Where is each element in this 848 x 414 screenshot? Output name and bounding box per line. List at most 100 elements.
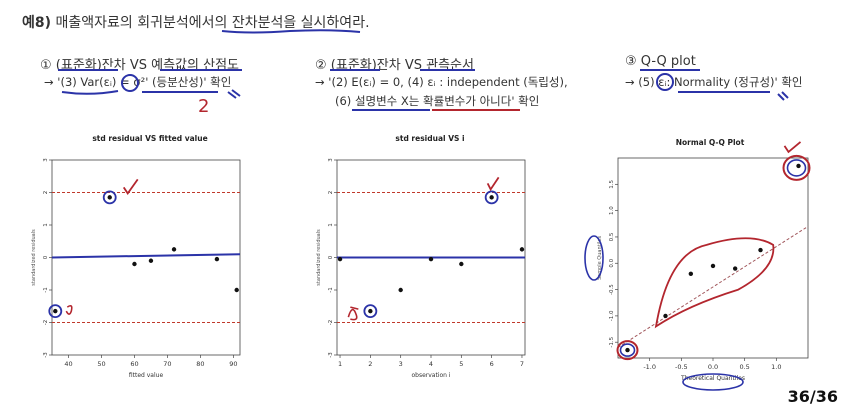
y-tick-label: 0.0 xyxy=(609,258,615,267)
y-axis-label: Sample Quantiles xyxy=(597,236,603,280)
x-tick-label: 60 xyxy=(130,360,138,368)
x-tick-label: 80 xyxy=(196,360,204,368)
data-point xyxy=(234,287,239,293)
section1-line1: → '(3) Var(εᵢ) = σ²' (등분산성)' 확인 xyxy=(44,75,232,89)
annotation-circle xyxy=(682,373,744,391)
y-tick-label: 2 xyxy=(43,191,49,195)
handwritten-2: 2 xyxy=(198,96,210,117)
annotation-circle xyxy=(616,340,639,361)
x-tick-label: 0.5 xyxy=(739,363,749,371)
y-tick-label: 1 xyxy=(328,223,334,227)
y-tick-label: 1.0 xyxy=(609,206,615,215)
qq-reference-line xyxy=(617,225,809,348)
plot1-title: std residual VS fitted value xyxy=(92,134,208,143)
x-tick-label: 70 xyxy=(163,360,171,368)
data-point xyxy=(337,256,343,262)
y-tick-label: 3 xyxy=(328,158,334,162)
check-mark xyxy=(783,141,802,154)
y-axis-label: standardized residuals xyxy=(31,229,37,286)
data-point xyxy=(107,195,112,200)
data-point xyxy=(625,347,630,353)
x-tick-label: 2 xyxy=(368,360,372,368)
y-tick-label: -1.5 xyxy=(609,336,615,347)
data-point xyxy=(148,258,154,263)
plot2-residual-vs-order: 1 2 3 4 5 6 7 -3 -2 -1 0 1 2 3 observation i standardiz… xyxy=(316,158,526,379)
data-point xyxy=(428,256,434,262)
y-tick-label: -3 xyxy=(43,352,49,358)
annotation-circle xyxy=(48,304,63,319)
x-tick-label: 1.0 xyxy=(771,363,781,371)
annotation-circle xyxy=(584,235,604,281)
y-tick-label: -0.5 xyxy=(609,284,615,295)
y-tick-label: 1.5 xyxy=(609,179,615,188)
y-tick-label: -1 xyxy=(43,287,49,292)
x-axis-label: Theoretical Quantiles xyxy=(680,375,745,382)
section2-title: ② (표준화)잔차 VS 관측순서 xyxy=(315,58,474,73)
data-point xyxy=(732,266,738,271)
page-number: 36/36 xyxy=(787,387,838,406)
data-point xyxy=(459,261,464,267)
plot1-residual-vs-fitted: 40 50 60 70 80 90 -3 -2 -1 0 1 2 3 fitted value standa… xyxy=(31,158,241,379)
y-tick-label: -1.0 xyxy=(609,310,615,321)
y-tick-label: -2 xyxy=(43,320,49,325)
data-point xyxy=(710,263,716,269)
plot2-title: std residual VS i xyxy=(395,134,465,143)
data-point xyxy=(796,163,801,169)
x-tick-label: 90 xyxy=(229,360,237,368)
x-tick-label: 50 xyxy=(97,360,105,368)
x-tick-label: -0.5 xyxy=(675,363,688,371)
check-mark xyxy=(122,178,139,195)
data-point xyxy=(489,195,494,200)
x-tick-label: 1 xyxy=(338,360,342,368)
data-point xyxy=(214,256,220,262)
fit-line xyxy=(51,253,241,259)
handwritten-mark xyxy=(347,306,359,321)
annotation-circle xyxy=(102,190,117,205)
data-point xyxy=(53,308,58,314)
x-tick-label: 5 xyxy=(459,360,463,368)
y-tick-label: 0 xyxy=(328,255,334,259)
y-tick-label: 1 xyxy=(43,223,49,227)
annotation-loop xyxy=(654,237,775,329)
annotation-circle xyxy=(363,304,378,319)
data-point xyxy=(519,247,525,252)
x-tick-label: 40 xyxy=(64,360,72,368)
x-tick-label: 7 xyxy=(520,360,524,368)
handwritten-mark xyxy=(65,305,73,315)
problem-heading: 예8) 매출액자료의 회귀분석에서의 잔차분석을 실시하여라. xyxy=(22,12,370,32)
x-tick-label: 6 xyxy=(490,360,494,368)
y-tick-label: 2 xyxy=(328,191,334,195)
data-point xyxy=(398,287,403,293)
plot-frame xyxy=(617,157,809,359)
section2-line2: (6) 설명변수 X는 확률변수가 아니다' 확인 xyxy=(335,94,540,108)
annotation-circle xyxy=(484,190,499,205)
section2-line1: → '(2) E(εᵢ) = 0, (4) εᵢ : independent (… xyxy=(315,75,568,89)
problem-number: 예8) xyxy=(22,15,52,31)
data-point xyxy=(171,247,177,252)
data-point xyxy=(132,261,137,267)
y-tick-label: 3 xyxy=(43,158,49,162)
y-tick-label: -2 xyxy=(328,320,334,325)
annotation-circle xyxy=(782,154,811,181)
x-tick-label: 4 xyxy=(429,360,433,368)
y-tick-label: -1 xyxy=(328,287,334,292)
y-tick-label: 0.5 xyxy=(609,232,615,241)
annotation-circle xyxy=(786,159,807,177)
data-point xyxy=(758,247,763,253)
plot3-qq-plot: -1.0 -0.5 0.0 0.5 1.0 -1.5 -1.0 -0.5 0.0 0.5 1.0 1.… xyxy=(584,141,811,391)
section1-title: ① (표준화)잔차 VS 예측값의 산점도 xyxy=(40,58,239,73)
y-tick-label: 0 xyxy=(43,255,49,259)
x-axis-label: fitted value xyxy=(129,372,164,379)
plot3-title: Normal Q-Q Plot xyxy=(675,138,745,147)
x-tick-label: -1.0 xyxy=(643,363,656,371)
data-point xyxy=(663,313,668,319)
check-mark xyxy=(486,176,500,192)
y-tick-label: -3 xyxy=(328,352,334,358)
data-point xyxy=(688,271,694,276)
problem-text: 매출액자료의 회귀분석에서의 잔차분석을 실시하여라. xyxy=(51,15,370,31)
x-axis-label: observation i xyxy=(411,372,450,379)
annotation-circle xyxy=(619,343,636,357)
data-point xyxy=(368,308,373,314)
x-tick-label: 3 xyxy=(399,360,403,368)
y-axis-label: standardized residuals xyxy=(316,229,322,286)
